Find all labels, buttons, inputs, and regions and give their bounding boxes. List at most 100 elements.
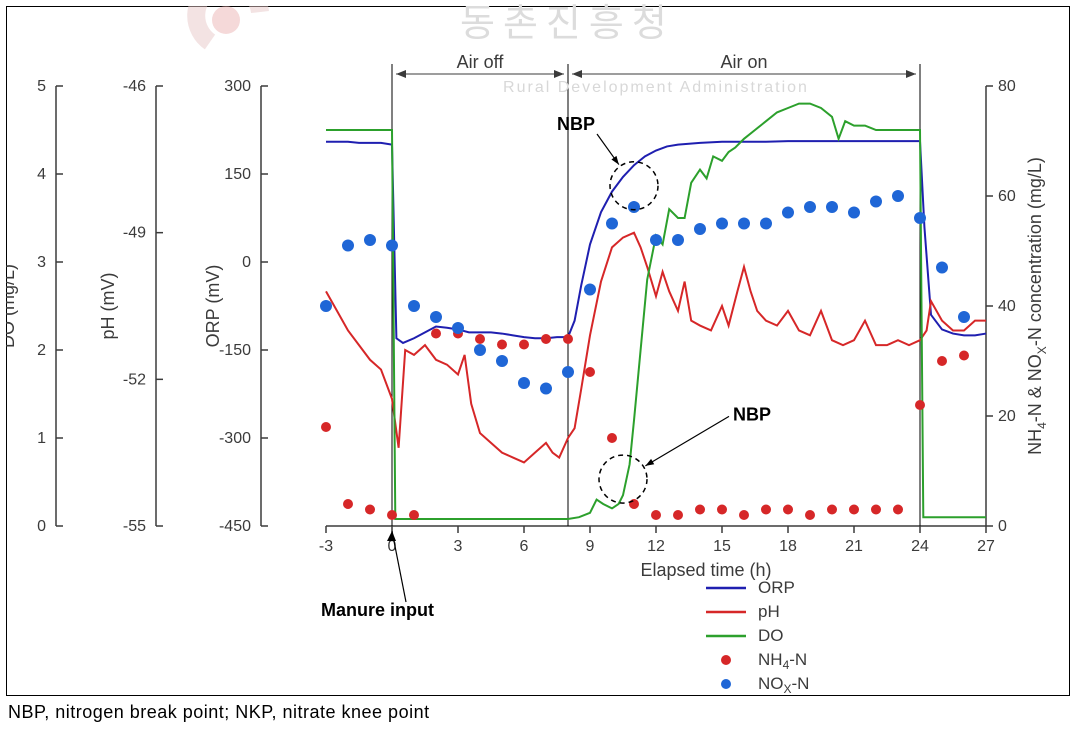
svg-text:300: 300 bbox=[224, 78, 251, 95]
point-NH4 bbox=[717, 505, 727, 515]
svg-text:150: 150 bbox=[224, 166, 251, 183]
point-NH4 bbox=[343, 499, 353, 509]
point-NOX bbox=[958, 311, 970, 323]
point-NOX bbox=[474, 344, 486, 356]
point-NOX bbox=[452, 322, 464, 334]
point-NOX bbox=[716, 218, 728, 230]
point-NOX bbox=[826, 201, 838, 213]
point-NOX bbox=[584, 284, 596, 296]
point-NH4 bbox=[431, 329, 441, 339]
point-NOX bbox=[936, 262, 948, 274]
svg-text:-49: -49 bbox=[123, 225, 146, 242]
svg-text:-450: -450 bbox=[219, 518, 251, 535]
point-NH4 bbox=[761, 505, 771, 515]
point-NH4 bbox=[805, 510, 815, 520]
svg-text:NBP: NBP bbox=[557, 114, 595, 134]
watermark-logo bbox=[196, 6, 260, 42]
svg-text:24: 24 bbox=[911, 538, 929, 555]
svg-text:21: 21 bbox=[845, 538, 863, 555]
svg-text:-150: -150 bbox=[219, 342, 251, 359]
chart-svg: -30369121518212427Elapsed time (h)Air of… bbox=[6, 6, 1070, 696]
svg-text:5: 5 bbox=[37, 78, 46, 95]
svg-text:-52: -52 bbox=[123, 371, 146, 388]
svg-text:0: 0 bbox=[37, 518, 46, 535]
svg-text:Air off: Air off bbox=[457, 52, 505, 72]
svg-text:6: 6 bbox=[520, 538, 529, 555]
point-NOX bbox=[892, 190, 904, 202]
svg-text:NH4-N & NOX-N concentration (m: NH4-N & NOX-N concentration (mg/L) bbox=[1025, 157, 1049, 455]
point-NH4 bbox=[629, 499, 639, 509]
svg-text:12: 12 bbox=[647, 538, 665, 555]
point-NOX bbox=[738, 218, 750, 230]
svg-text:DO (mg/L): DO (mg/L) bbox=[6, 264, 18, 348]
point-NOX bbox=[760, 218, 772, 230]
svg-text:NH4-N: NH4-N bbox=[758, 650, 807, 672]
svg-text:40: 40 bbox=[998, 298, 1016, 315]
svg-text:Elapsed time (h): Elapsed time (h) bbox=[640, 560, 771, 580]
svg-text:18: 18 bbox=[779, 538, 797, 555]
point-NOX bbox=[562, 366, 574, 378]
svg-text:3: 3 bbox=[454, 538, 463, 555]
svg-text:pH: pH bbox=[758, 602, 780, 621]
point-NOX bbox=[870, 196, 882, 208]
point-NH4 bbox=[849, 505, 859, 515]
point-NOX bbox=[782, 207, 794, 219]
point-NOX bbox=[386, 240, 398, 252]
point-NOX bbox=[364, 234, 376, 246]
svg-text:4: 4 bbox=[37, 166, 46, 183]
point-NOX bbox=[320, 300, 332, 312]
svg-text:60: 60 bbox=[998, 188, 1016, 205]
point-NOX bbox=[540, 383, 552, 395]
point-NH4 bbox=[387, 510, 397, 520]
point-NOX bbox=[430, 311, 442, 323]
point-NH4 bbox=[739, 510, 749, 520]
point-NH4 bbox=[651, 510, 661, 520]
svg-text:pH (mV): pH (mV) bbox=[98, 273, 118, 340]
point-NH4 bbox=[321, 422, 331, 432]
point-NOX bbox=[650, 234, 662, 246]
svg-text:DO: DO bbox=[758, 626, 784, 645]
svg-text:3: 3 bbox=[37, 254, 46, 271]
svg-text:-55: -55 bbox=[123, 518, 146, 535]
point-NH4 bbox=[607, 433, 617, 443]
point-NH4 bbox=[673, 510, 683, 520]
point-NOX bbox=[694, 223, 706, 235]
point-NH4 bbox=[475, 334, 485, 344]
svg-text:-46: -46 bbox=[123, 78, 146, 95]
svg-text:Air on: Air on bbox=[720, 52, 767, 72]
svg-text:ORP (mV): ORP (mV) bbox=[203, 265, 223, 348]
point-NH4 bbox=[959, 351, 969, 361]
svg-text:27: 27 bbox=[977, 538, 995, 555]
svg-text:-300: -300 bbox=[219, 430, 251, 447]
point-NH4 bbox=[915, 400, 925, 410]
legend: ORP pH DO NH4-NNOX-N bbox=[706, 578, 809, 696]
point-NOX bbox=[914, 212, 926, 224]
point-NOX bbox=[848, 207, 860, 219]
point-NH4 bbox=[497, 340, 507, 350]
svg-text:Manure input: Manure input bbox=[321, 600, 434, 620]
svg-text:0: 0 bbox=[998, 518, 1007, 535]
point-NOX bbox=[496, 355, 508, 367]
point-NH4 bbox=[827, 505, 837, 515]
point-NH4 bbox=[365, 505, 375, 515]
point-NOX bbox=[804, 201, 816, 213]
svg-text:1: 1 bbox=[37, 430, 46, 447]
point-NH4 bbox=[519, 340, 529, 350]
point-NH4 bbox=[541, 334, 551, 344]
svg-text:NBP: NBP bbox=[733, 404, 771, 424]
svg-text:-3: -3 bbox=[319, 538, 333, 555]
point-NH4 bbox=[783, 505, 793, 515]
svg-text:Rural Development Administrati: Rural Development Administration bbox=[503, 79, 809, 96]
point-NH4 bbox=[937, 356, 947, 366]
point-NH4 bbox=[695, 505, 705, 515]
svg-text:15: 15 bbox=[713, 538, 731, 555]
point-NOX bbox=[606, 218, 618, 230]
svg-text:NOX-N: NOX-N bbox=[758, 674, 809, 696]
svg-text:0: 0 bbox=[242, 254, 251, 271]
svg-text:2: 2 bbox=[37, 342, 46, 359]
point-NOX bbox=[628, 201, 640, 213]
point-NH4 bbox=[409, 510, 419, 520]
point-NOX bbox=[408, 300, 420, 312]
svg-text:ORP: ORP bbox=[758, 578, 795, 597]
svg-text:20: 20 bbox=[998, 408, 1016, 425]
